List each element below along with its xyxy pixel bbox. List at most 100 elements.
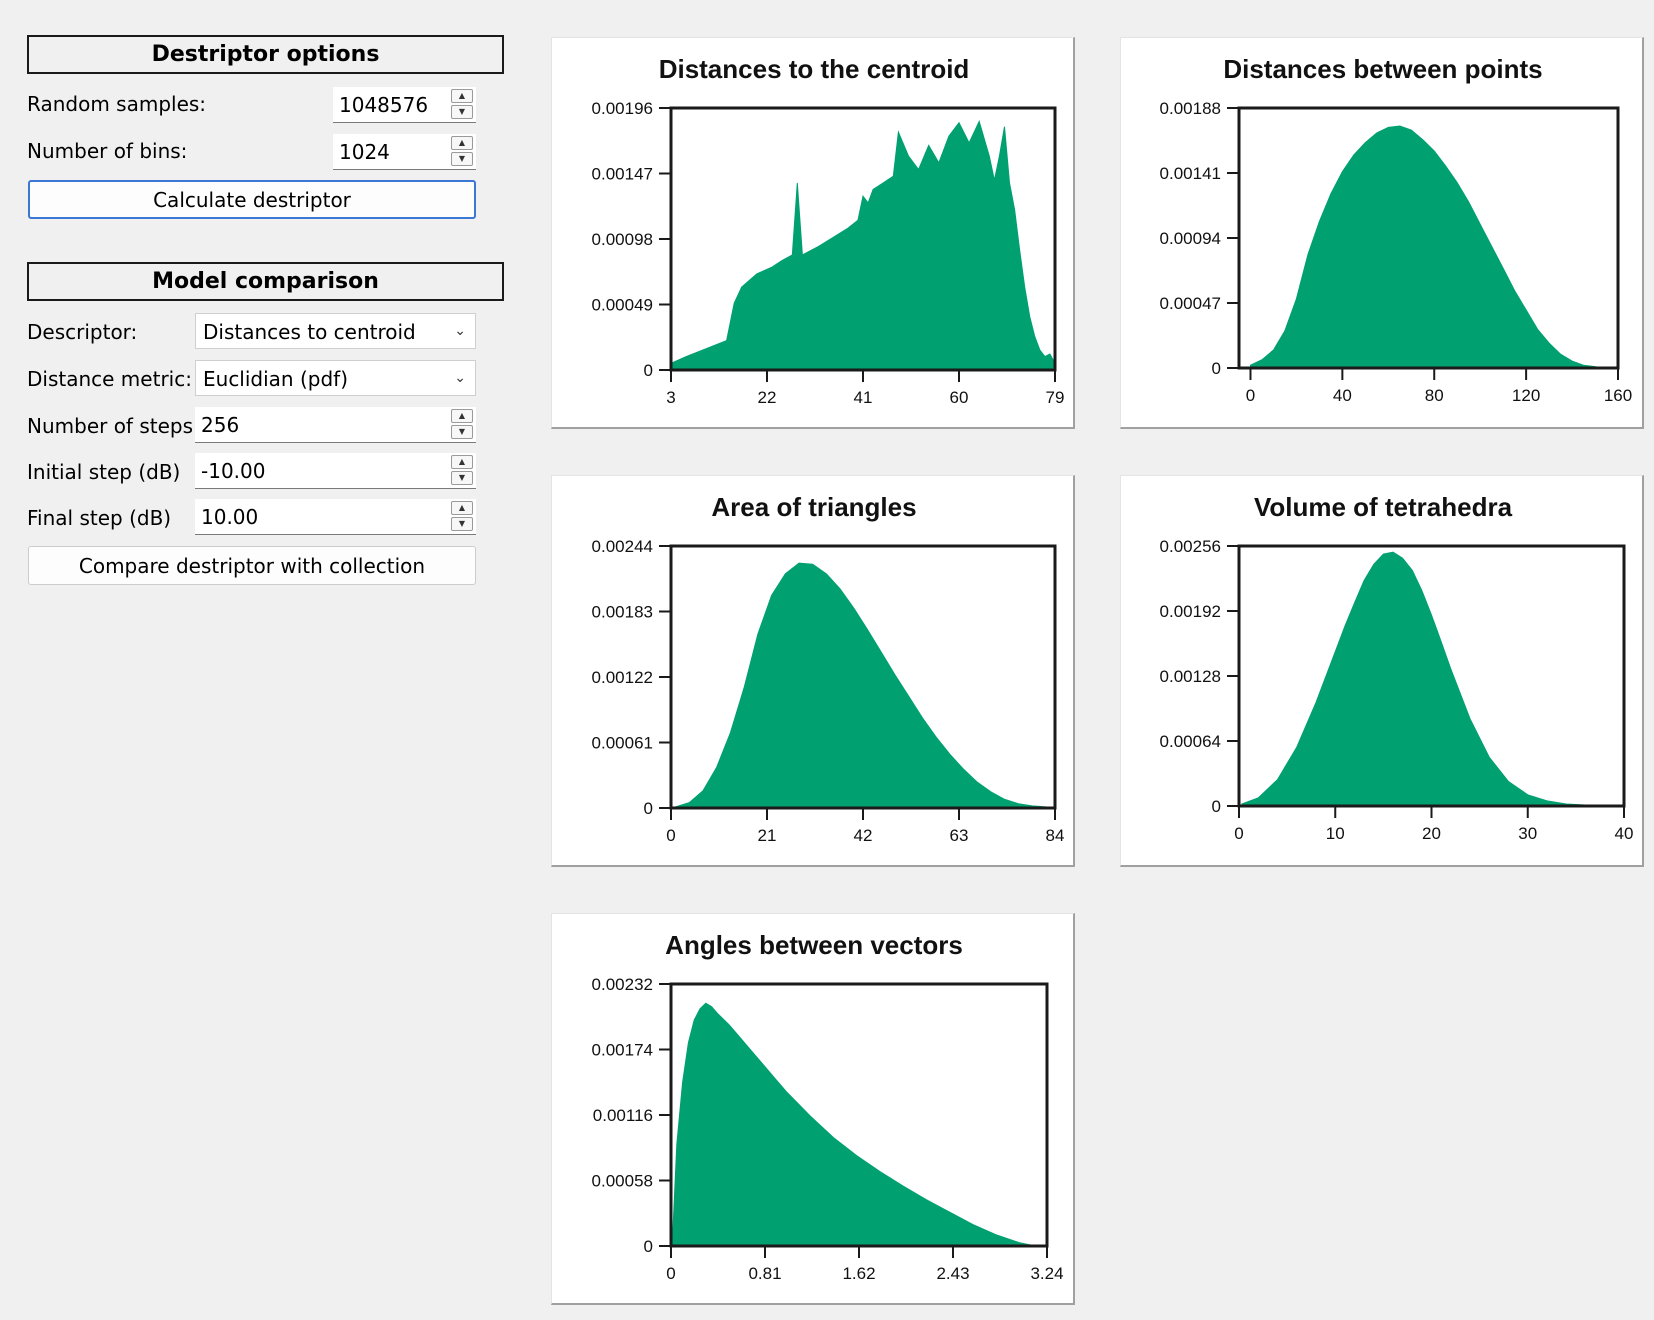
chart-angles-between-vectors: Angles between vectors 0 0.00058 0.00116 0.0…	[551, 913, 1075, 1305]
x-tick-label: 40	[1615, 824, 1634, 843]
x-tick-label: 160	[1604, 386, 1632, 405]
x-tick-label: 0	[1234, 824, 1243, 843]
y-tick-label: 0.00141	[1160, 164, 1221, 183]
x-tick-label: 0.81	[748, 1264, 781, 1283]
random-samples-spinbox[interactable]: 1048576 ▲ ▼	[333, 87, 476, 123]
spin-down-icon[interactable]: ▼	[451, 517, 473, 531]
initial-step-label: Initial step (dB)	[27, 460, 181, 484]
x-tick-label: 20	[1422, 824, 1441, 843]
y-tick-label: 0.00147	[592, 165, 653, 184]
number-of-bins-value: 1024	[339, 140, 390, 164]
histogram-area	[670, 119, 1056, 371]
y-tick-label: 0	[1212, 359, 1221, 378]
x-tick-label: 63	[950, 826, 969, 845]
initial-step-spinbox[interactable]: -10.00 ▲ ▼	[195, 453, 476, 489]
descriptor-value: Distances to centroid	[203, 320, 416, 344]
y-tick-label: 0	[1212, 797, 1221, 816]
spin-up-icon[interactable]: ▲	[451, 501, 473, 515]
y-tick-label: 0.00098	[592, 230, 653, 249]
y-tick-label: 0	[644, 1237, 653, 1256]
y-tick-label: 0.00232	[592, 975, 653, 994]
y-tick-label: 0.00196	[592, 99, 653, 118]
spin-up-icon[interactable]: ▲	[451, 409, 473, 423]
y-tick-label: 0.00192	[1160, 602, 1221, 621]
chart-title: Area of triangles	[711, 492, 916, 522]
spin-down-icon[interactable]: ▼	[451, 425, 473, 439]
y-tick-label: 0.00061	[592, 734, 653, 753]
spin-down-icon[interactable]: ▼	[451, 152, 473, 166]
descriptor-label: Descriptor:	[27, 320, 138, 344]
x-tick-label: 41	[854, 388, 873, 407]
x-tick-label: 0	[666, 1264, 675, 1283]
random-samples-label: Random samples:	[27, 92, 207, 116]
x-tick-label: 10	[1326, 824, 1345, 843]
chart-title: Distances to the centroid	[659, 54, 970, 84]
chevron-down-icon[interactable]: ⌄	[454, 323, 466, 339]
x-tick-label: 42	[854, 826, 873, 845]
histogram-area	[675, 562, 1056, 809]
calculate-destriptor-button[interactable]: Calculate destriptor	[28, 180, 476, 219]
chart-volume-of-tetrahedra: Volume of tetrahedra 0 0.00064 0.00128 0.001…	[1120, 475, 1644, 867]
y-tick-label: 0.00049	[592, 296, 653, 315]
y-tick-label: 0.00244	[592, 537, 653, 556]
destriptor-options-header: Destriptor options	[27, 35, 504, 74]
descriptor-combobox[interactable]: Distances to centroid ⌄	[195, 313, 476, 349]
spin-up-icon[interactable]: ▲	[451, 89, 473, 103]
compare-destriptor-button[interactable]: Compare destriptor with collection	[28, 546, 476, 585]
chart-distances-between-points: Distances between points 0 0.00047 0.00094 0…	[1120, 37, 1644, 429]
x-tick-label: 1.62	[842, 1264, 875, 1283]
x-tick-label: 40	[1333, 386, 1352, 405]
distance-metric-combobox[interactable]: Euclidian (pdf) ⌄	[195, 360, 476, 396]
random-samples-value: 1048576	[339, 93, 429, 117]
y-tick-label: 0.00256	[1160, 537, 1221, 556]
x-tick-label: 2.43	[936, 1264, 969, 1283]
spin-down-icon[interactable]: ▼	[451, 105, 473, 119]
spin-up-icon[interactable]: ▲	[451, 136, 473, 150]
chart-title: Angles between vectors	[665, 930, 963, 960]
y-tick-label: 0.00174	[592, 1041, 653, 1060]
distance-metric-value: Euclidian (pdf)	[203, 367, 348, 391]
number-of-steps-spinbox[interactable]: 256 ▲ ▼	[195, 407, 476, 443]
final-step-label: Final step (dB)	[27, 506, 172, 530]
final-step-value: 10.00	[201, 505, 259, 529]
y-tick-label: 0.00058	[592, 1172, 653, 1191]
number-of-bins-label: Number of bins:	[27, 139, 188, 163]
x-tick-label: 21	[758, 826, 777, 845]
x-tick-label: 0	[666, 826, 675, 845]
y-tick-label: 0.00116	[593, 1106, 653, 1125]
number-of-bins-spinbox[interactable]: 1024 ▲ ▼	[333, 134, 476, 170]
x-tick-label: 120	[1512, 386, 1540, 405]
chart-area-of-triangles: Area of triangles 0 0.00061 0.00122 0.00183 0…	[551, 475, 1075, 867]
spin-down-icon[interactable]: ▼	[451, 471, 473, 485]
x-tick-label: 30	[1518, 824, 1537, 843]
chart-distances-to-centroid: Distances to the centroid 0 0.00049 0.00098…	[551, 37, 1075, 429]
chart-title: Distances between points	[1223, 54, 1542, 84]
histogram-area	[1250, 125, 1602, 369]
number-of-steps-value: 256	[201, 413, 240, 437]
distance-metric-label: Distance metric:	[27, 367, 192, 391]
x-tick-label: 60	[950, 388, 969, 407]
model-comparison-header: Model comparison	[27, 262, 504, 301]
histogram-area	[1241, 551, 1624, 807]
y-tick-label: 0.00183	[592, 603, 653, 622]
x-tick-label: 3.24	[1030, 1264, 1063, 1283]
x-tick-label: 79	[1046, 388, 1065, 407]
chart-title: Volume of tetrahedra	[1254, 492, 1513, 522]
y-tick-label: 0	[644, 361, 653, 380]
x-tick-label: 3	[666, 388, 675, 407]
x-tick-label: 22	[758, 388, 777, 407]
y-tick-label: 0.00094	[1160, 229, 1221, 248]
final-step-spinbox[interactable]: 10.00 ▲ ▼	[195, 499, 476, 535]
x-tick-label: 0	[1246, 386, 1255, 405]
chevron-down-icon[interactable]: ⌄	[454, 370, 466, 386]
number-of-steps-label: Number of steps:	[27, 414, 200, 438]
histogram-area	[671, 1002, 1036, 1247]
y-tick-label: 0.00128	[1160, 667, 1221, 686]
y-tick-label: 0.00064	[1160, 732, 1221, 751]
spin-up-icon[interactable]: ▲	[451, 455, 473, 469]
y-tick-label: 0.00188	[1160, 99, 1221, 118]
x-tick-label: 80	[1425, 386, 1444, 405]
initial-step-value: -10.00	[201, 459, 266, 483]
y-tick-label: 0.00047	[1160, 294, 1221, 313]
y-tick-label: 0	[644, 799, 653, 818]
